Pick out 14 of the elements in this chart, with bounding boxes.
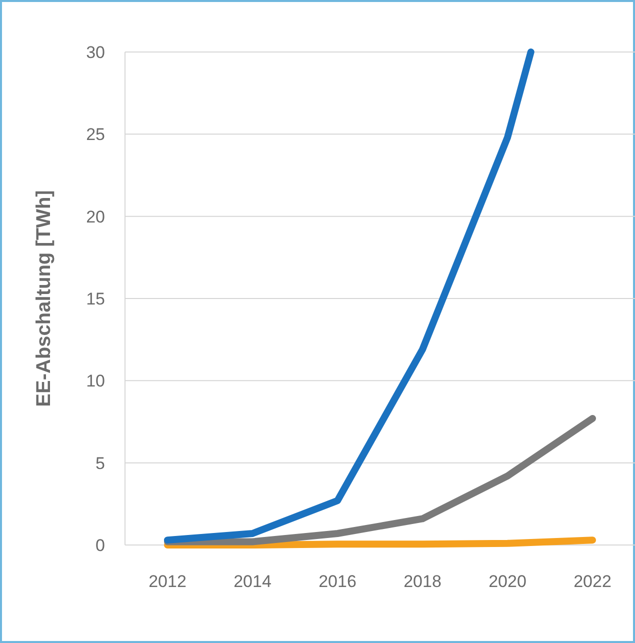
y-tick-label: 0 xyxy=(96,536,105,555)
x-tick-label: 2020 xyxy=(488,572,526,591)
x-tick-label: 2018 xyxy=(404,572,442,591)
y-axis-title: EE-Abschaltung [TWh] xyxy=(33,190,55,407)
y-tick-label: 20 xyxy=(86,207,105,226)
y-tick-label: 5 xyxy=(96,454,105,473)
x-tick-label: 2022 xyxy=(574,572,612,591)
y-tick-label: 25 xyxy=(86,125,105,144)
x-tick-label: 2012 xyxy=(148,572,186,591)
y-tick-label: 10 xyxy=(86,372,105,391)
x-tick-label: 2016 xyxy=(318,572,356,591)
y-tick-label: 15 xyxy=(86,289,105,308)
x-tick-label: 2014 xyxy=(234,572,272,591)
y-tick-label: 30 xyxy=(86,42,105,62)
